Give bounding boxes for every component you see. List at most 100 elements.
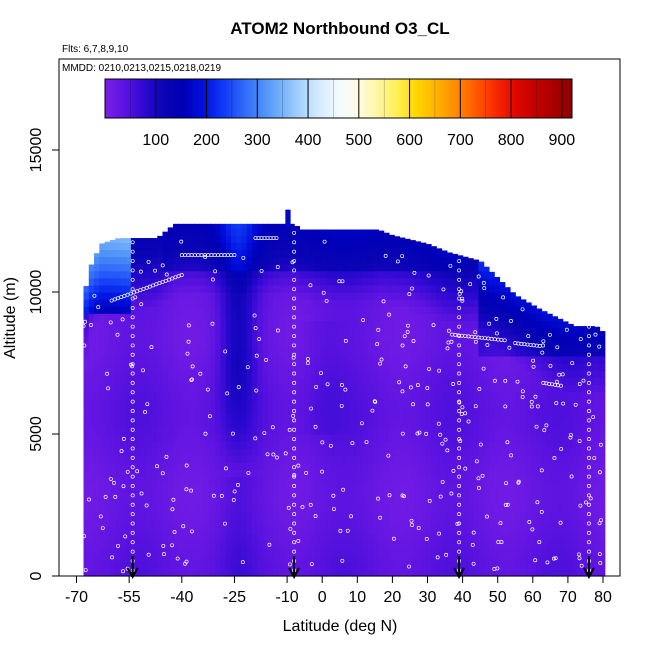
field-cell (94, 497, 100, 506)
field-cell (209, 505, 216, 513)
field-cell (130, 497, 137, 506)
field-cell (157, 235, 164, 243)
field-cell (262, 348, 269, 357)
field-cell (367, 229, 374, 236)
measurement-point (106, 386, 111, 391)
field-cell (146, 419, 153, 428)
field-cell (252, 327, 258, 336)
field-cell (536, 334, 543, 343)
field-cell (520, 497, 527, 506)
field-cell (409, 313, 416, 321)
field-cell (383, 462, 390, 471)
field-cell (209, 547, 216, 556)
field-cell (167, 256, 174, 265)
field-cell (336, 448, 343, 456)
field-cell (88, 320, 95, 329)
measurement-point (138, 269, 143, 274)
field-cell (588, 363, 595, 371)
field-cell (220, 398, 227, 407)
field-cell (267, 370, 274, 378)
field-cell (573, 384, 580, 392)
field-cell (183, 405, 190, 414)
field-cell (215, 377, 222, 385)
field-cell (204, 242, 211, 250)
field-cell (446, 547, 453, 556)
field-cell (273, 412, 279, 421)
field-cell (173, 561, 179, 570)
field-cell (483, 412, 490, 421)
field-cell (130, 512, 137, 520)
field-cell (178, 448, 185, 456)
field-cell (383, 526, 390, 534)
measurement-point (507, 345, 512, 350)
field-cell (130, 249, 137, 258)
field-cell (188, 348, 195, 357)
field-cell (525, 348, 532, 357)
field-cell (599, 341, 606, 350)
field-cell (136, 426, 143, 435)
field-cell (104, 363, 111, 371)
field-cell (309, 370, 316, 378)
field-cell (136, 398, 143, 407)
field-cell (294, 547, 300, 556)
field-cell (183, 462, 190, 471)
measurement-point (487, 321, 492, 326)
field-cell (309, 426, 316, 435)
field-cell (525, 554, 532, 563)
field-cell (425, 249, 432, 258)
measurement-point (426, 273, 431, 278)
field-cell (515, 483, 522, 492)
field-cell (520, 377, 527, 385)
field-cell (441, 505, 448, 513)
field-cell (446, 505, 453, 513)
field-cell (567, 391, 574, 400)
field-cell (146, 313, 153, 321)
field-cell (115, 426, 121, 435)
field-cell (246, 370, 253, 378)
field-cell (162, 327, 169, 336)
field-cell (278, 391, 285, 400)
field-cell (262, 256, 269, 265)
field-cell (494, 519, 501, 527)
field-cell (325, 512, 332, 520)
field-cell (230, 235, 237, 243)
field-cell (462, 561, 469, 570)
field-cell (552, 568, 558, 577)
field-cell (488, 355, 495, 364)
field-cell (557, 341, 564, 350)
field-cell (525, 497, 532, 506)
field-cell (104, 241, 111, 243)
field-cell (330, 313, 337, 321)
field-cell (151, 256, 158, 265)
field-cell (420, 256, 427, 265)
field-cell (225, 519, 232, 527)
field-cell (515, 405, 522, 414)
field-cell (262, 455, 269, 463)
field-cell (173, 306, 179, 314)
field-cell (373, 370, 379, 378)
field-cell (315, 497, 322, 506)
measurement-point (383, 253, 388, 258)
field-cell (552, 512, 558, 520)
field-cell (236, 313, 243, 321)
field-cell (409, 306, 416, 314)
field-cell (204, 561, 211, 570)
field-cell (88, 540, 95, 549)
field-cell (83, 554, 90, 563)
field-cell (257, 469, 264, 478)
field-cell (209, 223, 216, 229)
measurement-point (480, 473, 485, 478)
field-cell (230, 441, 237, 449)
field-cell (99, 243, 106, 250)
field-cell (409, 497, 416, 506)
field-cell (120, 355, 127, 364)
field-cell (394, 405, 401, 414)
field-cell (194, 469, 200, 478)
field-cell (188, 497, 195, 506)
field-cell (562, 348, 569, 357)
measurement-point (427, 498, 432, 503)
field-cell (230, 540, 237, 549)
field-cell (594, 554, 601, 563)
field-cell (457, 377, 464, 385)
field-cell (483, 363, 490, 371)
